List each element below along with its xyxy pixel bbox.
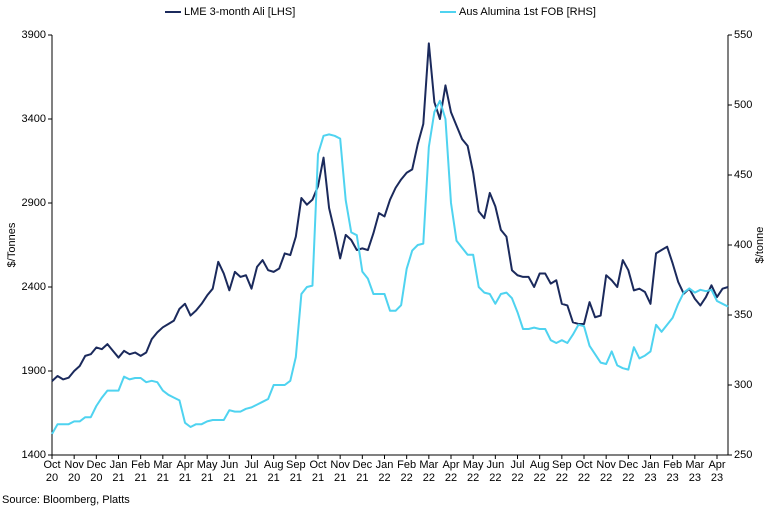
x-tick-label: Sep 22 (552, 459, 572, 484)
x-tick-label: Jan 23 (641, 459, 660, 484)
x-tick-label: Apr 21 (176, 459, 194, 484)
y2-axis-label: $/tonne (754, 227, 766, 264)
y-tick-label: 3900 (22, 29, 46, 41)
x-tick-label: Jun 21 (220, 459, 239, 484)
x-tick-label: Feb 21 (131, 459, 151, 484)
x-tick-label: Dec 22 (618, 459, 639, 484)
x-tick-label: Jun 22 (486, 459, 505, 484)
x-tick-label: Mar 21 (153, 459, 173, 484)
y-tick-label: 1900 (22, 365, 46, 377)
y-tick-label: 2400 (22, 281, 46, 293)
x-tick-label: Nov 22 (596, 459, 616, 484)
y-tick-label: 2900 (22, 197, 46, 209)
y-axis-label: $/Tonnes (6, 222, 18, 267)
x-tick-label: Nov 21 (330, 459, 350, 484)
x-tick-label: Jul 22 (510, 459, 525, 484)
y2-tick-label: 450 (734, 169, 752, 181)
y2-tick-label: 550 (734, 29, 752, 41)
y2-tick-label: 500 (734, 99, 752, 111)
x-tick-label: Jan 21 (109, 459, 128, 484)
x-tick-label: Oct 22 (575, 459, 593, 484)
x-tick-label: Mar 22 (419, 459, 439, 484)
x-tick-label: Oct 20 (43, 459, 61, 484)
y2-tick-label: 300 (734, 379, 752, 391)
series-line (51, 99, 729, 435)
y2-tick-label: 350 (734, 309, 752, 321)
series-line (51, 42, 729, 382)
x-tick-label: Feb 22 (397, 459, 417, 484)
y-tick-label: 1400 (22, 449, 46, 461)
source-note: Source: Bloomberg, Platts (2, 494, 130, 506)
x-tick-label: Dec 21 (352, 459, 373, 484)
x-tick-label: Oct 21 (309, 459, 327, 484)
x-tick-label: May 21 (196, 459, 218, 484)
x-tick-label: Mar 23 (685, 459, 705, 484)
x-tick-label: Feb 23 (663, 459, 683, 484)
x-tick-label: Apr 23 (708, 459, 726, 484)
x-tick-label: Jan 22 (375, 459, 394, 484)
x-tick-label: Dec 20 (86, 459, 107, 484)
x-tick-label: Sep 21 (286, 459, 306, 484)
legend-label: LME 3-month Ali [LHS] (184, 6, 295, 18)
legend-label: Aus Alumina 1st FOB [RHS] (459, 6, 596, 18)
x-tick-label: Aug 21 (263, 459, 284, 484)
x-tick-label: Apr 22 (442, 459, 460, 484)
y2-tick-label: 400 (734, 239, 752, 251)
y2-tick-label: 250 (734, 449, 752, 461)
x-tick-label: May 22 (462, 459, 484, 484)
x-tick-label: Nov 20 (64, 459, 84, 484)
y-tick-label: 3400 (22, 113, 46, 125)
x-tick-label: Jul 21 (244, 459, 259, 484)
x-tick-label: Aug 22 (529, 459, 550, 484)
